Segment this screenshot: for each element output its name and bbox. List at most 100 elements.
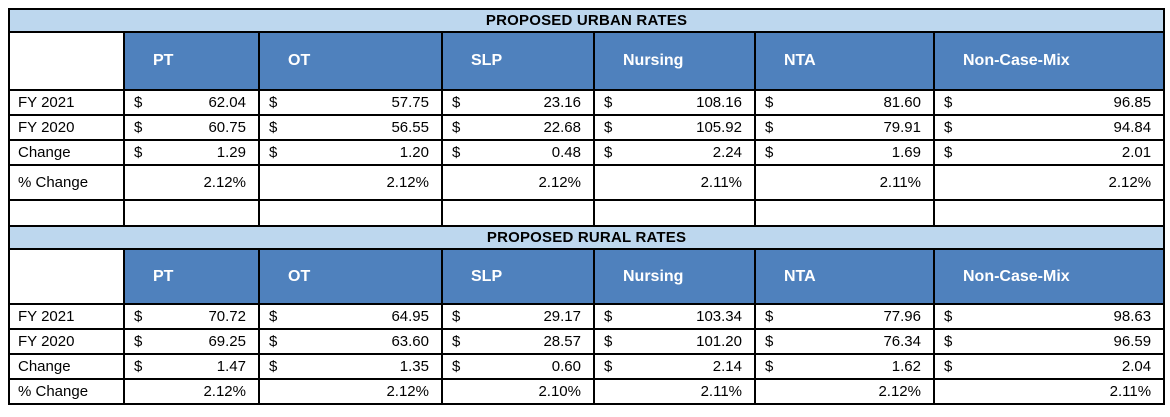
currency-symbol: $ <box>604 119 613 136</box>
corner-cell <box>8 248 125 305</box>
rate-cell-content: $1.35 <box>261 358 440 375</box>
column-header-nursing: Nursing <box>593 248 756 305</box>
rate-cell: $77.96 <box>754 303 935 330</box>
rate-cell: $64.95 <box>258 303 443 330</box>
rate-cell: $56.55 <box>258 114 443 141</box>
spacer-cell <box>8 199 125 227</box>
row-label: Change <box>8 353 125 380</box>
rate-cell: $96.85 <box>932 89 1166 116</box>
table-row: % Change 2.12% 2.12% 2.12% 2.11% 2.11% 2.12% <box>8 164 1166 201</box>
column-header-pt: PT <box>123 248 260 305</box>
percent-cell: 2.12% <box>932 164 1166 201</box>
currency-symbol: $ <box>452 119 461 136</box>
rate-cell: $81.60 <box>754 89 935 116</box>
rate-cell: $2.01 <box>932 139 1166 166</box>
rate-value: 2.24 <box>712 144 742 161</box>
rate-value: 70.72 <box>208 308 246 325</box>
currency-symbol: $ <box>134 333 143 350</box>
rate-value: 1.69 <box>891 144 921 161</box>
rate-cell: $1.47 <box>123 353 260 380</box>
rate-cell-content: $1.47 <box>126 358 257 375</box>
corner-cell <box>8 31 125 91</box>
rate-cell: $28.57 <box>441 328 595 355</box>
percent-cell: 2.12% <box>258 378 443 405</box>
currency-symbol: $ <box>765 144 774 161</box>
rate-cell: $105.92 <box>593 114 756 141</box>
rate-value: 22.68 <box>543 119 581 136</box>
rates-sheet: PROPOSED URBAN RATES PT OT SLP Nursing NTA Non… <box>7 8 1166 405</box>
rate-cell: $62.04 <box>123 89 260 116</box>
rate-cell-content: $1.20 <box>261 144 440 161</box>
row-label: FY 2021 <box>8 303 125 330</box>
rate-value: 1.20 <box>399 144 429 161</box>
rate-value: 57.75 <box>391 94 429 111</box>
currency-symbol: $ <box>765 358 774 375</box>
currency-symbol: $ <box>269 144 278 161</box>
rate-cell-content: $76.34 <box>757 333 932 350</box>
spacer-cell <box>932 199 1166 227</box>
column-header-non-case-mix: Non-Case-Mix <box>932 31 1166 91</box>
percent-cell: 2.11% <box>593 378 756 405</box>
currency-symbol: $ <box>269 358 278 375</box>
rate-value: 56.55 <box>391 119 429 136</box>
currency-symbol: $ <box>604 144 613 161</box>
rate-cell-content: $63.60 <box>261 333 440 350</box>
rate-cell: $2.24 <box>593 139 756 166</box>
rate-cell: $57.75 <box>258 89 443 116</box>
rate-value: 29.17 <box>543 308 581 325</box>
percent-cell: 2.12% <box>123 378 260 405</box>
rate-cell: $1.69 <box>754 139 935 166</box>
rate-cell-content: $79.91 <box>757 119 932 136</box>
rate-cell-content: $1.69 <box>757 144 932 161</box>
rate-cell-content: $81.60 <box>757 94 932 111</box>
rate-cell: $98.63 <box>932 303 1166 330</box>
rate-value: 2.01 <box>1121 144 1152 161</box>
rate-cell: $108.16 <box>593 89 756 116</box>
rate-cell-content: $62.04 <box>126 94 257 111</box>
currency-symbol: $ <box>944 333 953 350</box>
rate-cell: $29.17 <box>441 303 595 330</box>
rate-cell-content: $0.48 <box>444 144 592 161</box>
column-header-slp: SLP <box>441 248 595 305</box>
rate-cell: $22.68 <box>441 114 595 141</box>
rate-value: 98.63 <box>1113 308 1152 325</box>
rate-value: 62.04 <box>208 94 246 111</box>
rate-cell-content: $77.96 <box>757 308 932 325</box>
row-label: FY 2020 <box>8 114 125 141</box>
currency-symbol: $ <box>944 358 953 375</box>
rate-value: 1.62 <box>891 358 921 375</box>
rate-cell-content: $23.16 <box>444 94 592 111</box>
rate-cell: $0.60 <box>441 353 595 380</box>
currency-symbol: $ <box>604 308 613 325</box>
rate-value: 94.84 <box>1113 119 1152 136</box>
rate-cell-content: $22.68 <box>444 119 592 136</box>
percent-cell: 2.11% <box>932 378 1166 405</box>
percent-cell: 2.12% <box>258 164 443 201</box>
rate-cell-content: $96.85 <box>936 94 1162 111</box>
rate-cell: $23.16 <box>441 89 595 116</box>
currency-symbol: $ <box>452 144 461 161</box>
percent-cell: 2.11% <box>593 164 756 201</box>
row-label: FY 2021 <box>8 89 125 116</box>
column-header-slp: SLP <box>441 31 595 91</box>
spacer-cell <box>441 199 595 227</box>
rate-cell: $70.72 <box>123 303 260 330</box>
currency-symbol: $ <box>269 333 278 350</box>
rate-value: 0.60 <box>551 358 581 375</box>
rate-cell-content: $2.04 <box>936 358 1162 375</box>
rate-cell: $1.20 <box>258 139 443 166</box>
rate-cell-content: $56.55 <box>261 119 440 136</box>
rate-value: 63.60 <box>391 333 429 350</box>
currency-symbol: $ <box>452 358 461 375</box>
rate-cell: $1.62 <box>754 353 935 380</box>
rate-cell: $69.25 <box>123 328 260 355</box>
rate-value: 96.59 <box>1113 333 1152 350</box>
row-label: % Change <box>8 378 125 405</box>
rate-cell: $103.34 <box>593 303 756 330</box>
rate-value: 0.48 <box>551 144 581 161</box>
rate-value: 79.91 <box>883 119 921 136</box>
rate-cell-content: $96.59 <box>936 333 1162 350</box>
percent-cell: 2.12% <box>754 378 935 405</box>
row-label: % Change <box>8 164 125 201</box>
rate-cell-content: $101.20 <box>596 333 753 350</box>
